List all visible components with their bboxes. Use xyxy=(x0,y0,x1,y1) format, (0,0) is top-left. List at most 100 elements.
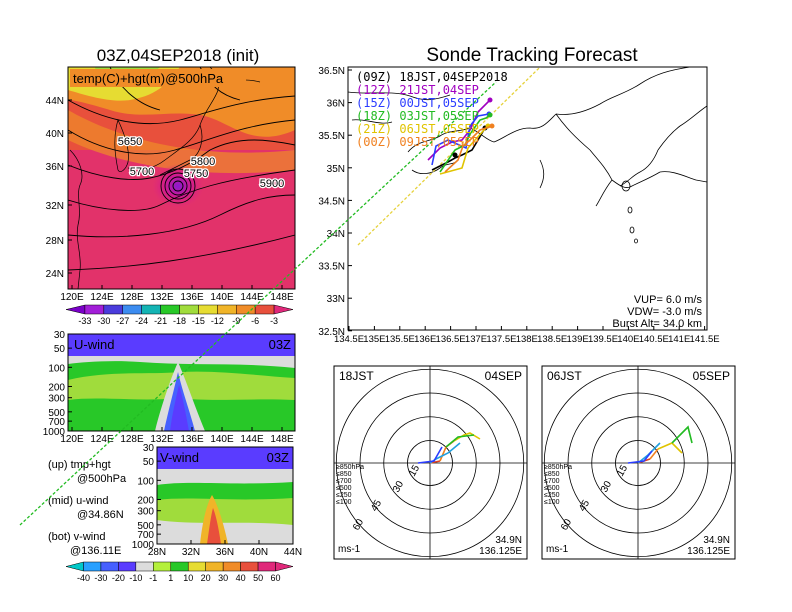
track-lon-ticks: 134.5E 135E 135.5E 136E 136.5E 137E 137.5E 138E… xyxy=(334,326,720,345)
wind-colorbar-swatch xyxy=(83,561,102,572)
wind-colorbar-swatch xyxy=(65,561,84,572)
wind-colorbar-swatch xyxy=(118,561,137,572)
temp-lat-tick-label: 32N xyxy=(46,201,64,212)
wind-colorbar: -40 -30 -20 -10 -1 1 10 20 30 40 50 60 xyxy=(65,561,294,583)
track-end-point xyxy=(487,97,493,103)
track-lat-tick-label: 33.5N xyxy=(318,262,345,273)
track-lat-tick-label: 34.5N xyxy=(318,196,345,207)
wind-colorbar-label: 30 xyxy=(218,573,228,583)
temp-colorbar-label: -30 xyxy=(97,316,110,326)
hodograph-trace xyxy=(445,434,475,448)
temp-colorbar-swatch xyxy=(179,304,199,315)
wind-colorbar-label: -30 xyxy=(94,573,107,583)
hodograph-lat: 34.9N xyxy=(495,535,522,546)
hodograph-level-label: ≤700 xyxy=(544,478,560,485)
temp-colorbar-label: -3 xyxy=(270,316,278,326)
temp-colorbar-swatch xyxy=(217,304,237,315)
track-lines xyxy=(427,97,495,175)
temp-colorbar-label: -21 xyxy=(154,316,167,326)
v-pressure-tick-label: 200 xyxy=(137,495,154,506)
note-1: (up) tmp+hgt xyxy=(48,459,111,471)
hodograph-level-label: ≤250 xyxy=(336,492,352,499)
wind-colorbar-label: 60 xyxy=(271,573,281,583)
wind-colorbar-swatch xyxy=(205,561,224,572)
hodograph-level-label: ≥850hPa xyxy=(544,464,572,471)
hodograph-level-label: ≤500 xyxy=(544,485,560,492)
info-burst: Burst Alt= 34.0 km xyxy=(612,318,702,330)
wind-colorbar-label: 10 xyxy=(183,573,193,583)
note-4: @34.86N xyxy=(77,509,124,521)
v-lat-tick-label: 36N xyxy=(216,547,234,558)
u-field-gray xyxy=(68,356,295,368)
temp-field-south xyxy=(68,150,295,289)
wind-colorbar-swatch xyxy=(170,561,189,572)
track-lon-tick-label: 135E xyxy=(363,334,385,345)
v-pressure-tick-label: 100 xyxy=(137,476,154,487)
hodograph-lat: 34.9N xyxy=(703,535,730,546)
note-5: (bot) v-wind xyxy=(48,531,105,543)
hodograph-trace xyxy=(453,432,481,442)
wind-colorbar-swatch xyxy=(240,561,259,572)
temp-colorbar-label: -6 xyxy=(251,316,259,326)
temp-colorbar-swatch xyxy=(103,304,123,315)
temp-lat-tick-label: 28N xyxy=(46,236,64,247)
track-lat-tick-label: 34N xyxy=(327,229,345,240)
temp-lat-tick-label: 40N xyxy=(46,129,64,140)
v-lat-tick-label: 28N xyxy=(148,547,166,558)
right-title: Sonde Tracking Forecast xyxy=(426,45,638,66)
contour-label: 5800 xyxy=(191,156,215,168)
wind-colorbar-label: -20 xyxy=(112,573,125,583)
info-vdw: VDW= -3.0 m/s xyxy=(627,306,702,318)
track-line xyxy=(444,125,493,173)
track-lat-tick-label: 33N xyxy=(327,294,345,305)
temp-lat-ticks: 44N 40N 36N 32N 28N 24N xyxy=(46,96,72,280)
v-pressure-tick-label: 300 xyxy=(137,507,154,518)
temp-lat-tick-label: 36N xyxy=(46,162,64,173)
u-lon-tick-label: 132E xyxy=(150,434,174,445)
u-lon-tick-label: 140E xyxy=(210,434,234,445)
temp-lon-tick-label: 132E xyxy=(150,292,174,303)
v-lat-ticks: 28N 32N 36N 40N 44N xyxy=(148,540,302,558)
hodograph-time-left: 06JST xyxy=(547,369,582,383)
hodograph-unit: ms-1 xyxy=(546,544,569,555)
temp-colorbar-swatch xyxy=(254,304,275,315)
track-legend-entry: (09Z) 18JST,04SEP2018 xyxy=(356,70,508,84)
track-line xyxy=(439,114,491,173)
hodograph-date-right: 04SEP xyxy=(485,369,522,383)
temp-colorbar: -33 -30 -27 -24 -21 -18 -15 -12 -9 -6 -3 xyxy=(65,304,294,326)
hodograph-level-label: ≤250 xyxy=(544,492,560,499)
u-field-jet-core xyxy=(170,385,189,431)
track-lon-tick-label: 141.5E xyxy=(690,334,720,345)
temp-lon-tick-label: 128E xyxy=(120,292,144,303)
temp-colorbar-label: -27 xyxy=(116,316,129,326)
v-lat-tick-label: 32N xyxy=(182,547,200,558)
track-lon-tick-label: 139.5E xyxy=(588,334,618,345)
wind-colorbar-label: 20 xyxy=(201,573,211,583)
track-map-panel: 36.5N 36N 35.5N 35N 34.5N 34N 33.5N 33N 32.5N 13… xyxy=(318,66,720,345)
track-legend-entry: (21Z) 06JST,05SEP xyxy=(356,122,479,136)
u-lon-tick-label: 148E xyxy=(270,434,294,445)
v-field-hot xyxy=(207,508,221,544)
contour-label: 5700 xyxy=(130,166,154,178)
temp-lon-tick-label: 144E xyxy=(240,292,264,303)
track-lon-tick-label: 141E xyxy=(668,334,690,345)
wind-colorbar-swatch xyxy=(153,561,172,572)
track-line xyxy=(431,113,490,166)
hodograph-level-label: ≤100 xyxy=(544,499,560,506)
japan-coastline xyxy=(348,67,707,207)
wind-colorbar-swatch xyxy=(257,561,276,572)
temp-colorbar-swatch xyxy=(84,304,105,315)
v-field-stratosphere xyxy=(157,447,293,469)
wind-colorbar-swatch xyxy=(187,561,206,572)
track-lon-tick-label: 135.5E xyxy=(385,334,415,345)
v-lat-tick-label: 44N xyxy=(284,547,302,558)
track-legend-entry: (00Z) 09JST,05SEP xyxy=(356,135,479,149)
guide-line-green xyxy=(19,81,497,526)
u-wind-time: 03Z xyxy=(269,337,291,352)
